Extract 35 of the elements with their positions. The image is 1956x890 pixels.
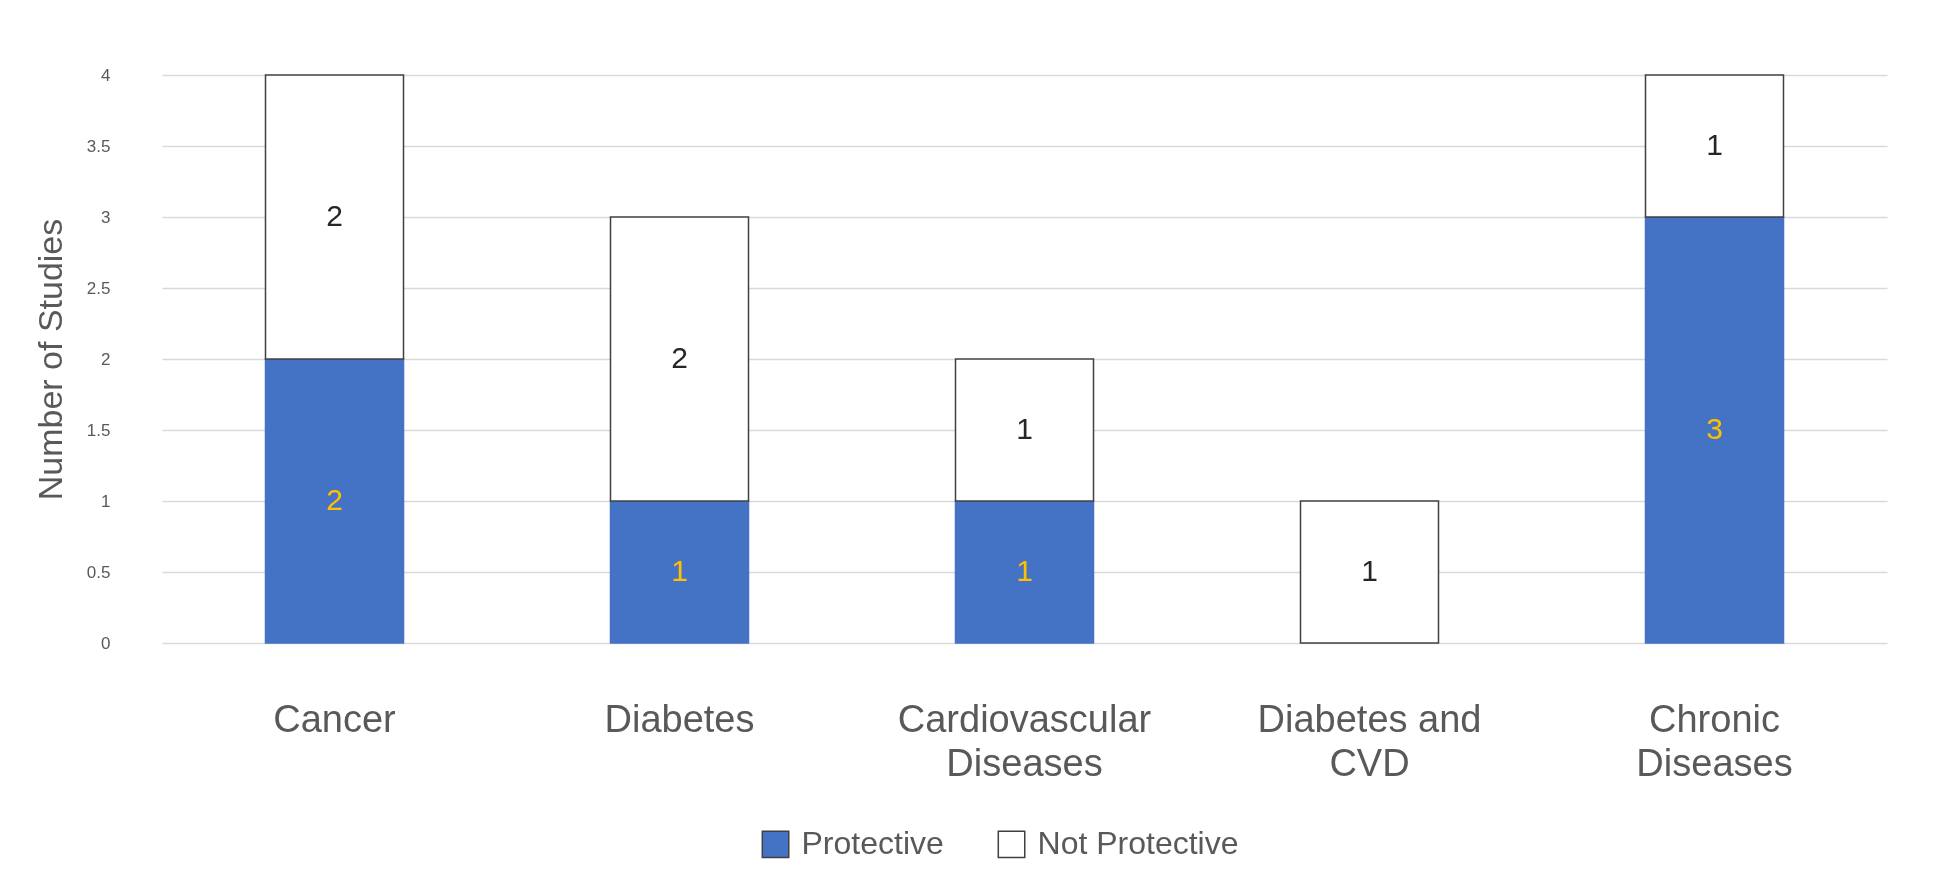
y-tick-label: 0.5 [86,562,111,582]
bar [954,500,1095,644]
bar [1644,216,1785,644]
data-label: 1 [1361,554,1378,587]
x-tick-label: Cancer [273,697,397,740]
x-tick-label: Diabetes and CVD [1257,697,1482,784]
bar [264,358,405,644]
data-label: 1 [1016,554,1033,587]
bar [264,74,405,360]
y-tick-label: 2.5 [86,278,111,298]
bar [1644,74,1785,218]
data-label: 1 [671,554,688,587]
x-tick-label: Diabetes [604,697,755,740]
y-tick-label: 1 [101,491,111,511]
data-label: 1 [1016,412,1033,445]
bar [609,500,750,644]
y-tick-label: 3 [101,207,111,227]
bar [954,358,1095,502]
legend-label: Protective [801,825,944,862]
y-tick-label: 1.5 [86,420,111,440]
y-tick-label: 2 [101,349,111,369]
data-label: 2 [671,341,688,374]
legend-label: Not Protective [1037,825,1239,862]
data-label: 1 [1706,128,1723,161]
data-label: 3 [1706,412,1723,445]
data-label: 2 [326,199,343,232]
y-axis-title: Number of Studies [30,218,69,501]
x-tick-label: Chronic Diseases [1636,697,1793,784]
bar [1299,500,1440,644]
data-label: 2 [326,483,343,516]
x-tick-label: Cardiovascular Diseases [897,697,1152,784]
bar [609,216,750,502]
y-tick-label: 3.5 [86,136,111,156]
y-tick-label: 4 [101,65,111,85]
y-tick-label: 0 [101,633,111,653]
